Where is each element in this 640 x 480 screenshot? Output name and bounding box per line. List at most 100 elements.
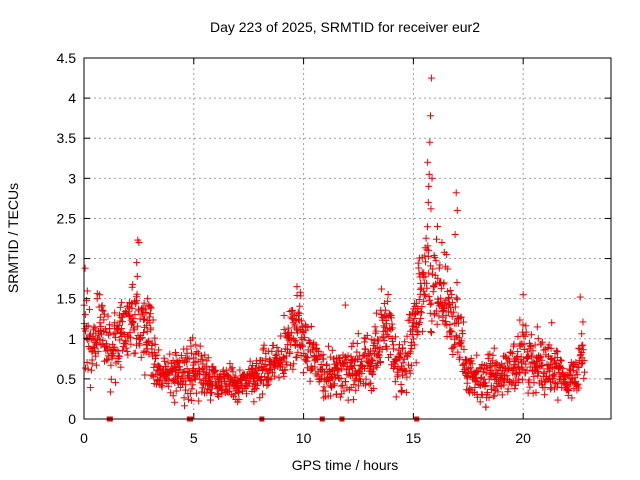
data-point (444, 265, 452, 273)
data-point (504, 385, 512, 393)
data-point (552, 347, 560, 355)
data-point (453, 279, 461, 287)
data-point (494, 388, 502, 396)
data-point (573, 381, 581, 389)
data-point (164, 358, 172, 366)
data-point (521, 332, 529, 340)
data-point (413, 299, 421, 307)
data-point (151, 340, 159, 348)
data-point (344, 352, 352, 360)
data-point (427, 329, 435, 337)
data-point (580, 356, 588, 364)
data-point (418, 303, 426, 311)
data-point (477, 374, 485, 382)
data-point (177, 352, 185, 360)
data-point (519, 376, 527, 384)
data-point (143, 341, 151, 349)
data-point (424, 242, 432, 250)
data-point (443, 321, 451, 329)
data-point (186, 390, 194, 398)
data-point (567, 371, 575, 379)
data-point (578, 342, 586, 350)
data-point (548, 319, 556, 327)
data-point (147, 304, 155, 312)
y-tick-label: 4.5 (57, 50, 77, 66)
data-point (579, 346, 587, 354)
y-tick-label: 3.5 (57, 130, 77, 146)
data-point (338, 365, 346, 373)
data-point (391, 378, 399, 386)
data-point (367, 379, 375, 387)
data-point (409, 335, 417, 343)
data-point (294, 348, 302, 356)
data-point (398, 386, 406, 394)
data-point (487, 366, 495, 374)
data-point (268, 347, 276, 355)
data-point (423, 284, 431, 292)
data-point (449, 351, 457, 359)
data-point (508, 379, 516, 387)
data-point (406, 369, 414, 377)
data-point (199, 384, 207, 392)
data-point (201, 371, 209, 379)
data-point (386, 310, 394, 318)
data-point (404, 353, 412, 361)
data-point (136, 341, 144, 349)
data-point (425, 246, 433, 254)
data-point (354, 355, 362, 363)
data-point (362, 335, 370, 343)
data-point (125, 311, 133, 319)
data-point (83, 287, 91, 295)
data-point (126, 334, 134, 342)
data-point (85, 305, 93, 313)
data-point (525, 376, 533, 384)
data-point (492, 359, 500, 367)
data-point (224, 388, 232, 396)
data-point (528, 353, 536, 361)
data-point (298, 341, 306, 349)
data-point (415, 295, 423, 303)
data-point (425, 182, 433, 190)
data-point (297, 292, 305, 300)
data-point (483, 388, 491, 396)
data-point (119, 346, 127, 354)
data-point (568, 394, 576, 402)
data-point (442, 317, 450, 325)
data-point (171, 398, 179, 406)
data-point (399, 371, 407, 379)
data-point (378, 333, 386, 341)
data-point (129, 280, 137, 288)
data-point (530, 372, 538, 380)
plot-frame (83, 57, 612, 420)
data-point (118, 299, 126, 307)
data-point (531, 341, 539, 349)
data-point (490, 344, 498, 352)
data-point (386, 325, 394, 333)
data-point (491, 376, 499, 384)
data-point (123, 347, 131, 355)
data-point (459, 330, 467, 338)
data-point (252, 385, 260, 393)
data-point (140, 299, 148, 307)
data-point (282, 352, 290, 360)
data-point (131, 349, 139, 357)
data-point (293, 283, 301, 291)
data-point (510, 340, 518, 348)
data-point (226, 387, 234, 395)
data-point (327, 392, 335, 400)
data-point (106, 321, 114, 329)
data-point (384, 297, 392, 305)
data-point (362, 345, 370, 353)
data-point (84, 365, 92, 373)
data-point (527, 351, 535, 359)
x-tick-label: 0 (80, 430, 88, 446)
data-point (407, 362, 415, 370)
data-point (277, 348, 285, 356)
data-point (449, 344, 457, 352)
data-point (447, 304, 455, 312)
data-point (228, 391, 236, 399)
data-point (424, 223, 432, 231)
data-point (541, 384, 549, 392)
data-point (420, 287, 428, 295)
data-point (112, 379, 120, 387)
